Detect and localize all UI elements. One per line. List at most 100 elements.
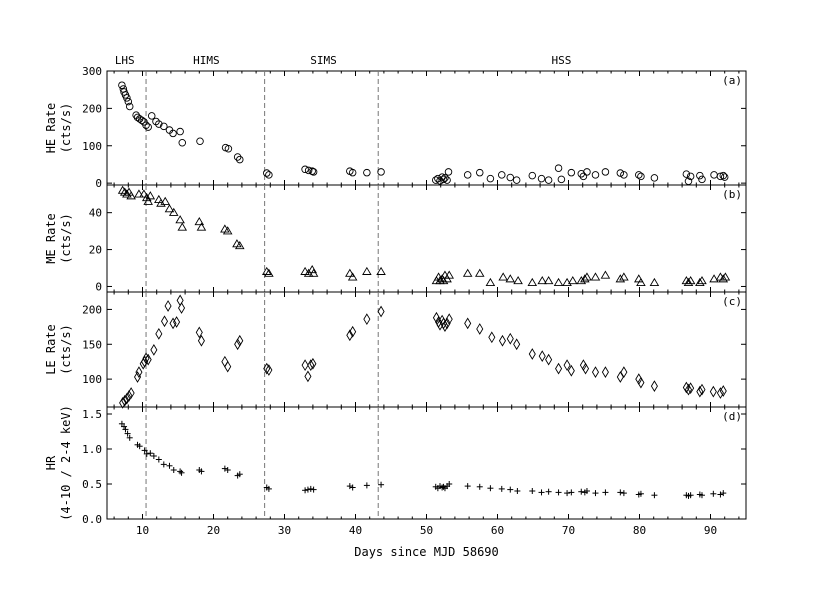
x-tick-label: 50: [420, 524, 433, 537]
data-point: [134, 371, 142, 383]
data-point: [221, 355, 229, 368]
data-point: [124, 97, 133, 106]
data-point: [686, 172, 695, 181]
data-point: [562, 277, 572, 287]
data-point: [464, 483, 471, 490]
spectral-state-labels: LHS HIMS SIMS HSS: [115, 54, 572, 67]
data-point: [135, 366, 143, 379]
data-point: [141, 447, 148, 454]
data-point: [602, 489, 609, 496]
data-point: [529, 488, 536, 494]
data-point: [635, 171, 643, 179]
data-point: [583, 488, 590, 494]
data-point: [308, 167, 316, 175]
data-point: [634, 274, 644, 283]
y-tick-label: 300: [82, 65, 102, 78]
data-series: [118, 420, 727, 499]
data-point: [164, 204, 175, 213]
data-point: [506, 173, 515, 182]
data-point: [553, 277, 564, 287]
data-point: [377, 305, 385, 318]
data-point: [143, 196, 153, 205]
data-point: [513, 276, 523, 285]
panel-frame: [106, 291, 747, 408]
data-point: [543, 276, 554, 285]
data-point: [221, 465, 228, 472]
data-point: [505, 274, 516, 283]
data-point: [620, 171, 628, 179]
y-axis-title: (4-10 / 2-4 keV): [59, 405, 73, 521]
data-point: [160, 196, 171, 205]
data-point: [301, 165, 309, 174]
y-axis-title: (cts/s): [59, 213, 73, 264]
y-tick-label: 100: [82, 140, 102, 153]
panel-tag: (b): [722, 188, 742, 201]
state-label-lhs: LHS: [115, 54, 135, 67]
data-point: [434, 174, 442, 183]
data-series: [119, 294, 727, 409]
data-point: [698, 175, 706, 184]
data-point: [696, 171, 704, 180]
data-point: [156, 198, 166, 207]
data-point: [545, 488, 552, 495]
data-point: [557, 175, 566, 184]
data-point: [563, 359, 571, 372]
x-tick-label: 10: [136, 524, 149, 537]
x-axis-title: Days since MJD 58690: [354, 545, 499, 559]
y-axis-title: LE Rate: [44, 324, 58, 375]
data-point: [233, 153, 242, 161]
data-point: [236, 334, 244, 347]
state-label-hims: HIMS: [193, 54, 220, 67]
data-point: [476, 483, 483, 490]
data-point: [363, 482, 370, 489]
panel-tag: (c): [722, 295, 742, 308]
data-point: [579, 359, 587, 372]
data-point: [170, 467, 177, 473]
data-point: [498, 485, 505, 492]
data-point: [617, 489, 624, 496]
data-point: [164, 300, 172, 312]
data-point: [439, 484, 446, 491]
data-point: [304, 166, 313, 175]
data-point: [601, 168, 610, 176]
y-tick-label: 200: [82, 303, 102, 316]
data-point: [301, 359, 309, 372]
data-point: [462, 268, 473, 277]
data-point: [123, 94, 131, 102]
panel-c: 100 150 200 LE Rate (cts/s) (c): [44, 291, 747, 409]
data-point: [514, 488, 521, 494]
y-tick-label: 0: [95, 280, 102, 293]
panel-a: 0 100 200 300 HE Rate (cts/s) (a): [44, 65, 747, 190]
data-point: [302, 487, 309, 494]
data-point: [590, 272, 601, 281]
data-point: [194, 217, 205, 226]
data-point: [265, 171, 273, 179]
data-point: [710, 171, 718, 179]
data-point: [224, 144, 233, 153]
data-point: [696, 385, 704, 398]
data-point: [265, 364, 273, 376]
data-point: [485, 277, 496, 287]
data-point: [224, 467, 231, 473]
x-tick-label: 80: [633, 524, 646, 537]
data-point: [651, 492, 658, 499]
data-point: [616, 169, 625, 177]
panel-d: 0.0 0.5 1.0 1.5 HR (4-10 / 2-4 keV) (d): [44, 405, 747, 526]
x-tick-label: 30: [278, 524, 291, 537]
data-point: [443, 317, 451, 330]
data-series: [117, 185, 731, 287]
data-point: [177, 222, 188, 231]
data-point: [196, 137, 204, 146]
data-point: [300, 266, 310, 275]
data-point: [263, 362, 271, 375]
y-tick-label: 20: [89, 244, 102, 257]
data-point: [160, 461, 167, 468]
data-point: [178, 139, 187, 147]
data-point: [684, 383, 693, 396]
data-point: [591, 171, 600, 179]
data-point: [446, 481, 453, 487]
data-point: [582, 272, 592, 281]
data-point: [649, 277, 660, 287]
data-series: [118, 81, 729, 186]
